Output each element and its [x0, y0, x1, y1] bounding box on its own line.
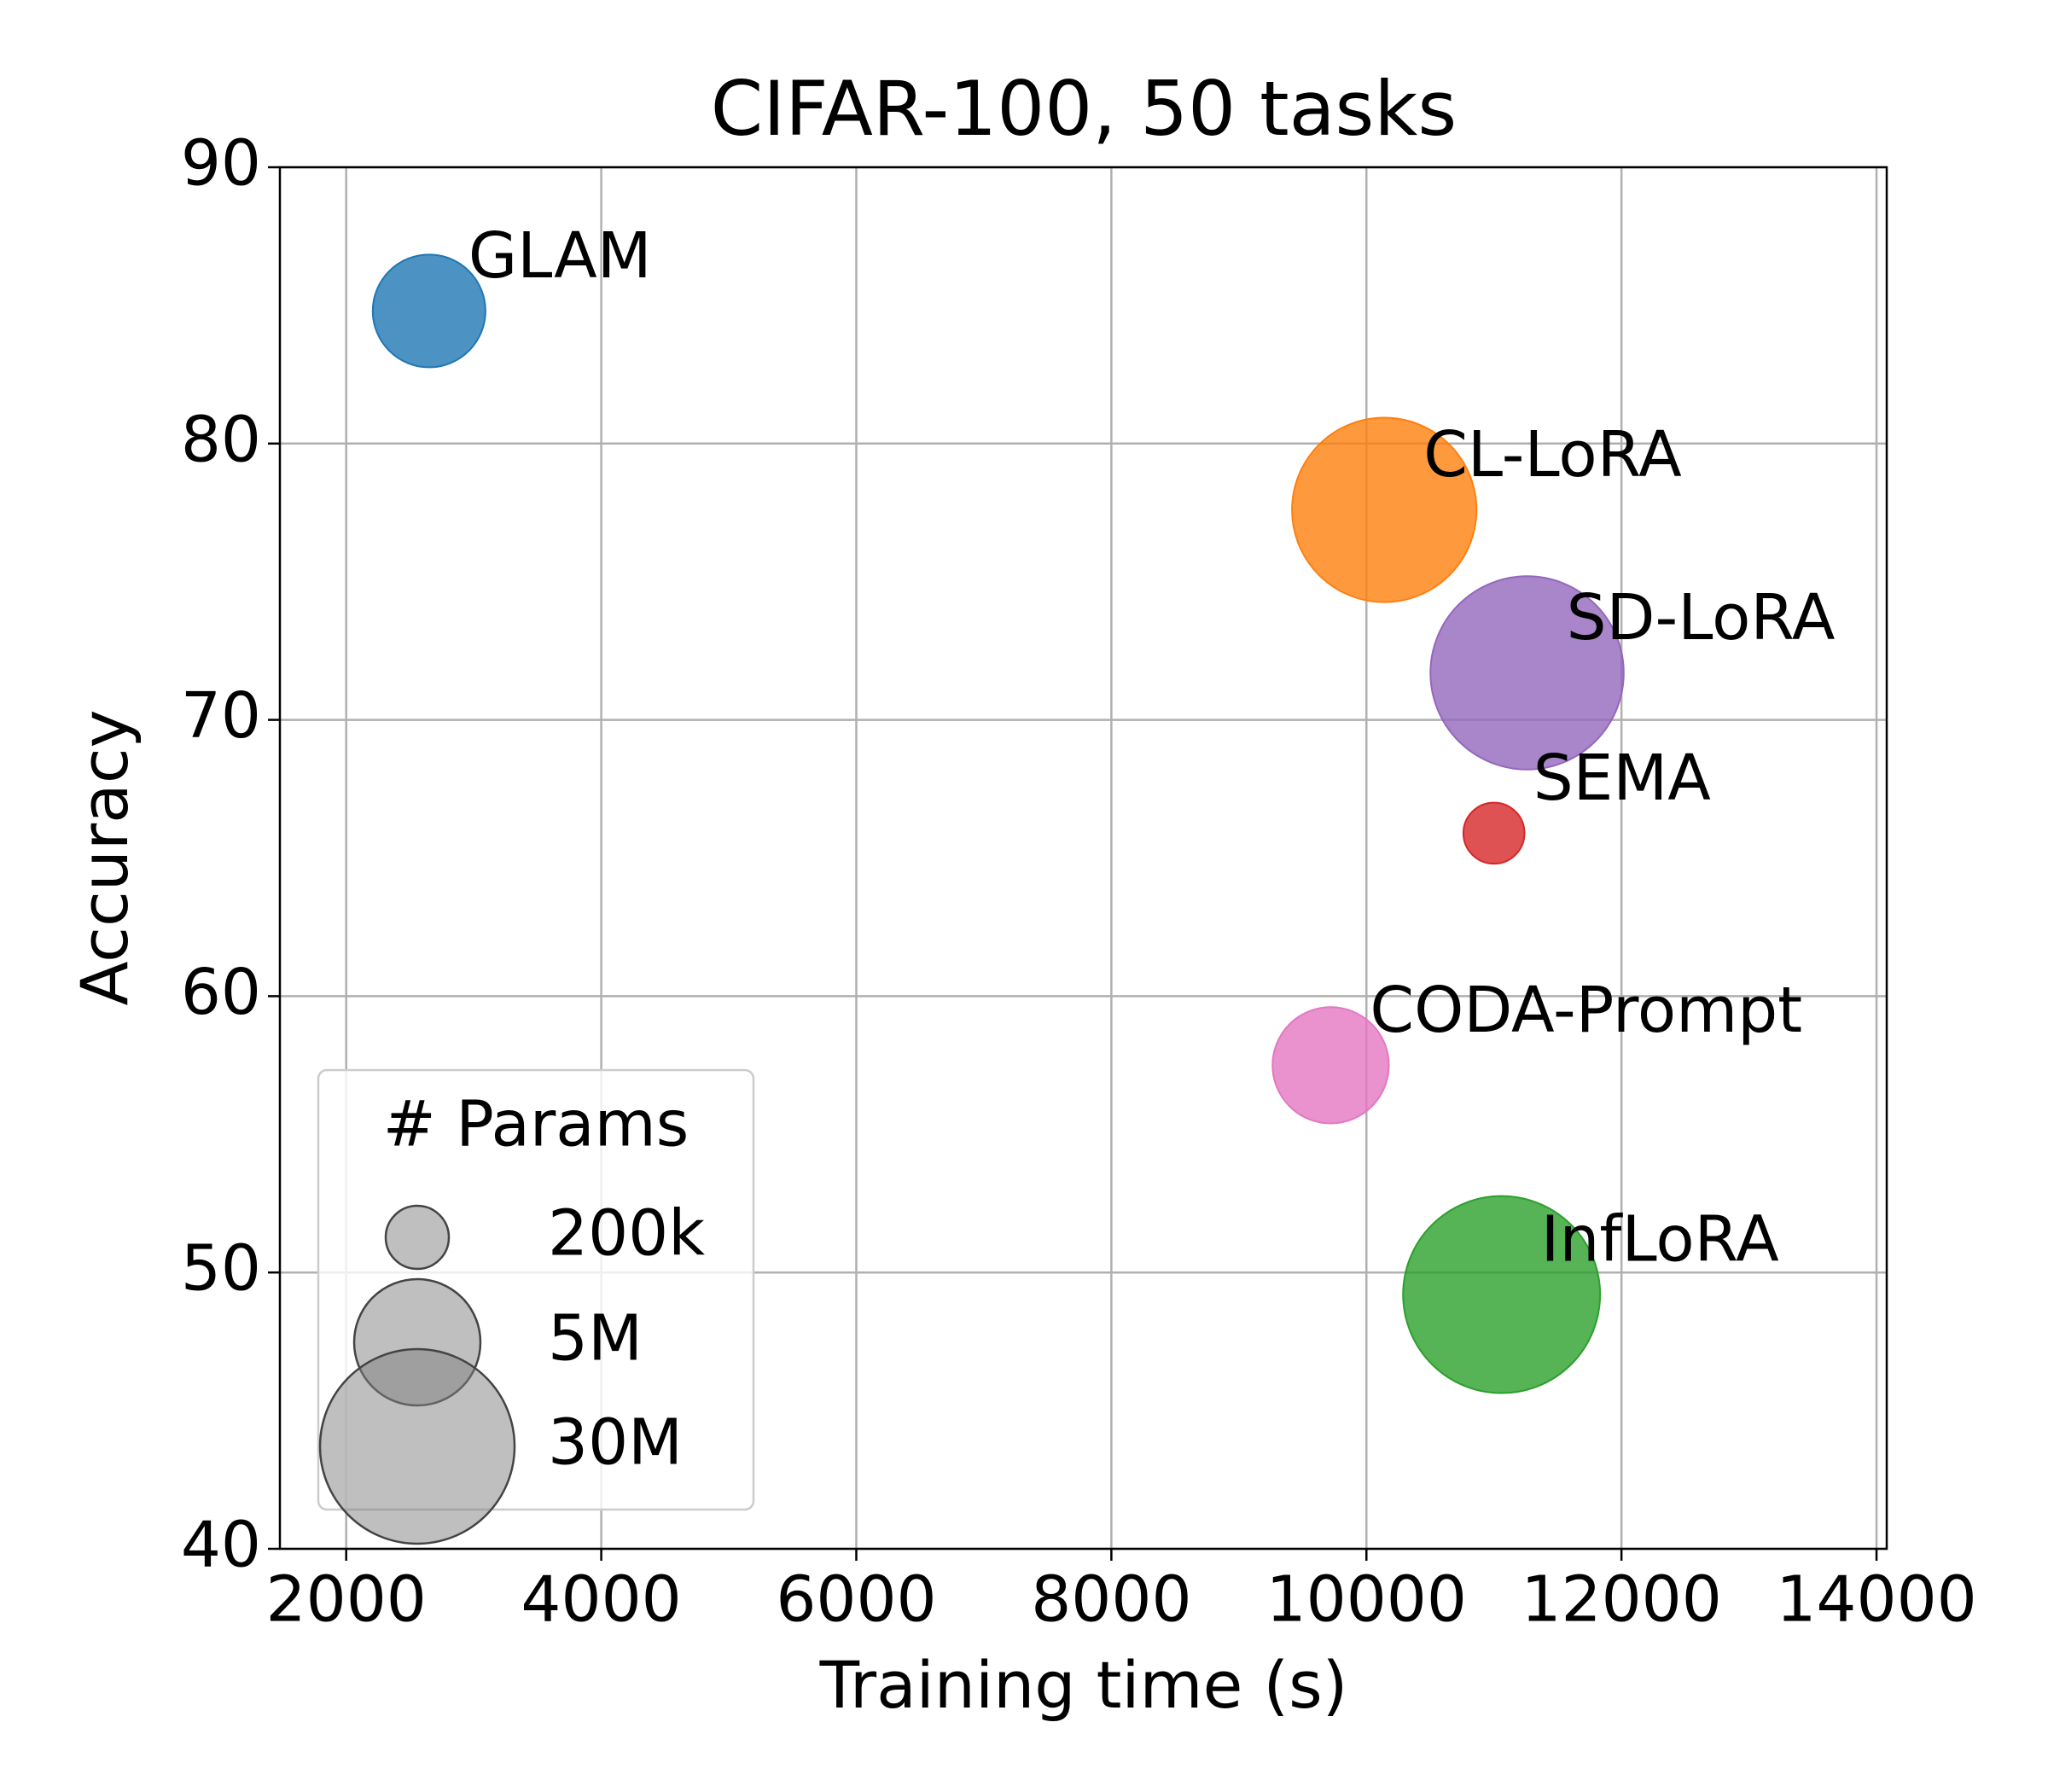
legend-label: 5M [548, 1302, 643, 1376]
legend-label: 200k [548, 1197, 705, 1271]
bubble-label: InfLoRA [1541, 1203, 1779, 1277]
legend-title: # Params [383, 1088, 689, 1161]
bubble [1271, 1006, 1390, 1125]
chart-title: CIFAR-100, 50 tasks [711, 65, 1457, 153]
bubble-label: CODA-Prompt [1370, 974, 1802, 1047]
x-tick-label: 12000 [1521, 1563, 1721, 1637]
y-tick-label: 50 [181, 1232, 261, 1306]
y-tick-label: 80 [181, 403, 261, 476]
x-tick-label: 2000 [266, 1563, 427, 1637]
x-tick-label: 6000 [776, 1563, 936, 1637]
bubble [1402, 1195, 1602, 1394]
x-tick-label: 4000 [521, 1563, 681, 1637]
bubble [1429, 575, 1625, 771]
legend-marker [384, 1204, 451, 1271]
bubble [1462, 801, 1526, 865]
x-axis-label: Training time (s) [819, 1647, 1348, 1723]
x-tick-label: 8000 [1031, 1563, 1191, 1637]
y-tick-label: 60 [181, 956, 261, 1029]
y-tick-label: 90 [181, 127, 261, 201]
legend-label: 30M [548, 1406, 683, 1480]
y-tick-label: 40 [181, 1509, 261, 1582]
bubble-label: CL-LoRA [1423, 418, 1682, 492]
bubble-label: SEMA [1533, 742, 1712, 815]
y-axis-label: Accuracy [67, 710, 143, 1006]
x-tick-label: 14000 [1776, 1563, 1976, 1637]
bubble-label: SD-LoRA [1567, 581, 1836, 655]
bubble [1291, 416, 1478, 603]
bubble-label: GLAM [468, 219, 652, 293]
y-tick-label: 70 [181, 679, 261, 753]
bubble [371, 253, 486, 369]
plot-frame [278, 166, 1888, 1551]
x-tick-label: 10000 [1266, 1563, 1467, 1637]
legend: # Params 200k 5M 30M [317, 1068, 755, 1545]
legend-marker [318, 1347, 516, 1545]
